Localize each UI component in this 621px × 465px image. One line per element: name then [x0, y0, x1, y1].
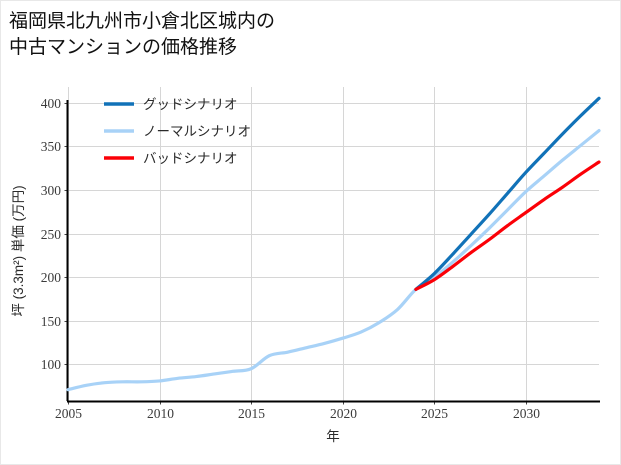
tickmarks-group [64, 103, 527, 405]
y-tick-label: 200 [41, 270, 62, 285]
y-axis-title: 坪 (3.3m²) 単価 (万円) [11, 185, 26, 316]
x-tick-label: 2025 [421, 406, 448, 421]
y-tick-label: 300 [41, 183, 62, 198]
gridlines-group [68, 87, 599, 401]
y-tick-label: 400 [41, 96, 62, 111]
page-title: 福岡県北九州市小倉北区城内の 中古マンションの価格推移 [9, 11, 276, 58]
x-tick-label: 2005 [55, 406, 82, 421]
y-tick-labels: 100 150 200 250 300 350 400 [41, 96, 62, 372]
x-tick-label: 2030 [513, 406, 540, 421]
series-line [66, 129, 601, 392]
y-tick-label: 250 [41, 227, 62, 242]
x-axis-title: 年 [326, 429, 340, 444]
y-tick-label: 150 [41, 314, 62, 329]
data-series-group [66, 96, 601, 392]
series-line [414, 96, 601, 291]
x-tick-label: 2015 [238, 406, 265, 421]
x-tick-label: 2020 [330, 406, 357, 421]
x-tick-labels: 2005 2010 2015 2020 2025 2030 [55, 406, 540, 421]
legend-label: ノーマルシナリオ [143, 124, 251, 139]
y-tick-label: 350 [41, 139, 62, 154]
x-tick-label: 2010 [147, 406, 174, 421]
y-tick-label: 100 [41, 357, 62, 372]
legend-label: グッドシナリオ [143, 97, 238, 112]
series-line [414, 160, 601, 291]
legend-label: バッドシナリオ [143, 151, 238, 166]
